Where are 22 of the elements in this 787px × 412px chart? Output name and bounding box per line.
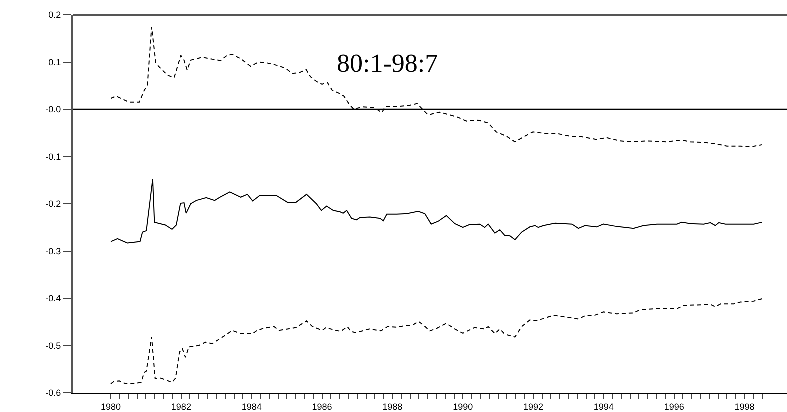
x-tick-label: 1980 (101, 402, 122, 412)
x-tick-label: 1996 (664, 402, 684, 412)
y-tick-label: 0.1 (48, 57, 62, 68)
y-tick-label: -0.3 (46, 246, 62, 256)
x-tick-label: 1984 (242, 402, 262, 412)
x-tick-label: 1994 (594, 402, 614, 412)
x-tick-label: 1982 (171, 402, 192, 412)
y-tick-label: -0.2 (46, 199, 62, 210)
y-tick-label: -0.6 (46, 388, 62, 398)
x-tick-label: 1992 (523, 402, 544, 412)
x-tick-label: 1986 (312, 402, 332, 412)
x-tick-label: 1990 (453, 402, 474, 412)
x-tick-label: 1998 (734, 402, 755, 412)
y-tick-label: -0.1 (46, 152, 62, 162)
y-tick-label: -0.4 (46, 294, 62, 304)
annotation: 80:1-98:7 (337, 49, 438, 78)
y-tick-label: 0.2 (48, 10, 62, 20)
line-series (110, 298, 763, 385)
line-series (110, 178, 763, 244)
y-tick-label: -0.0 (46, 104, 62, 115)
x-tick-label: 1988 (382, 402, 403, 412)
y-tick-label: -0.5 (46, 340, 62, 351)
